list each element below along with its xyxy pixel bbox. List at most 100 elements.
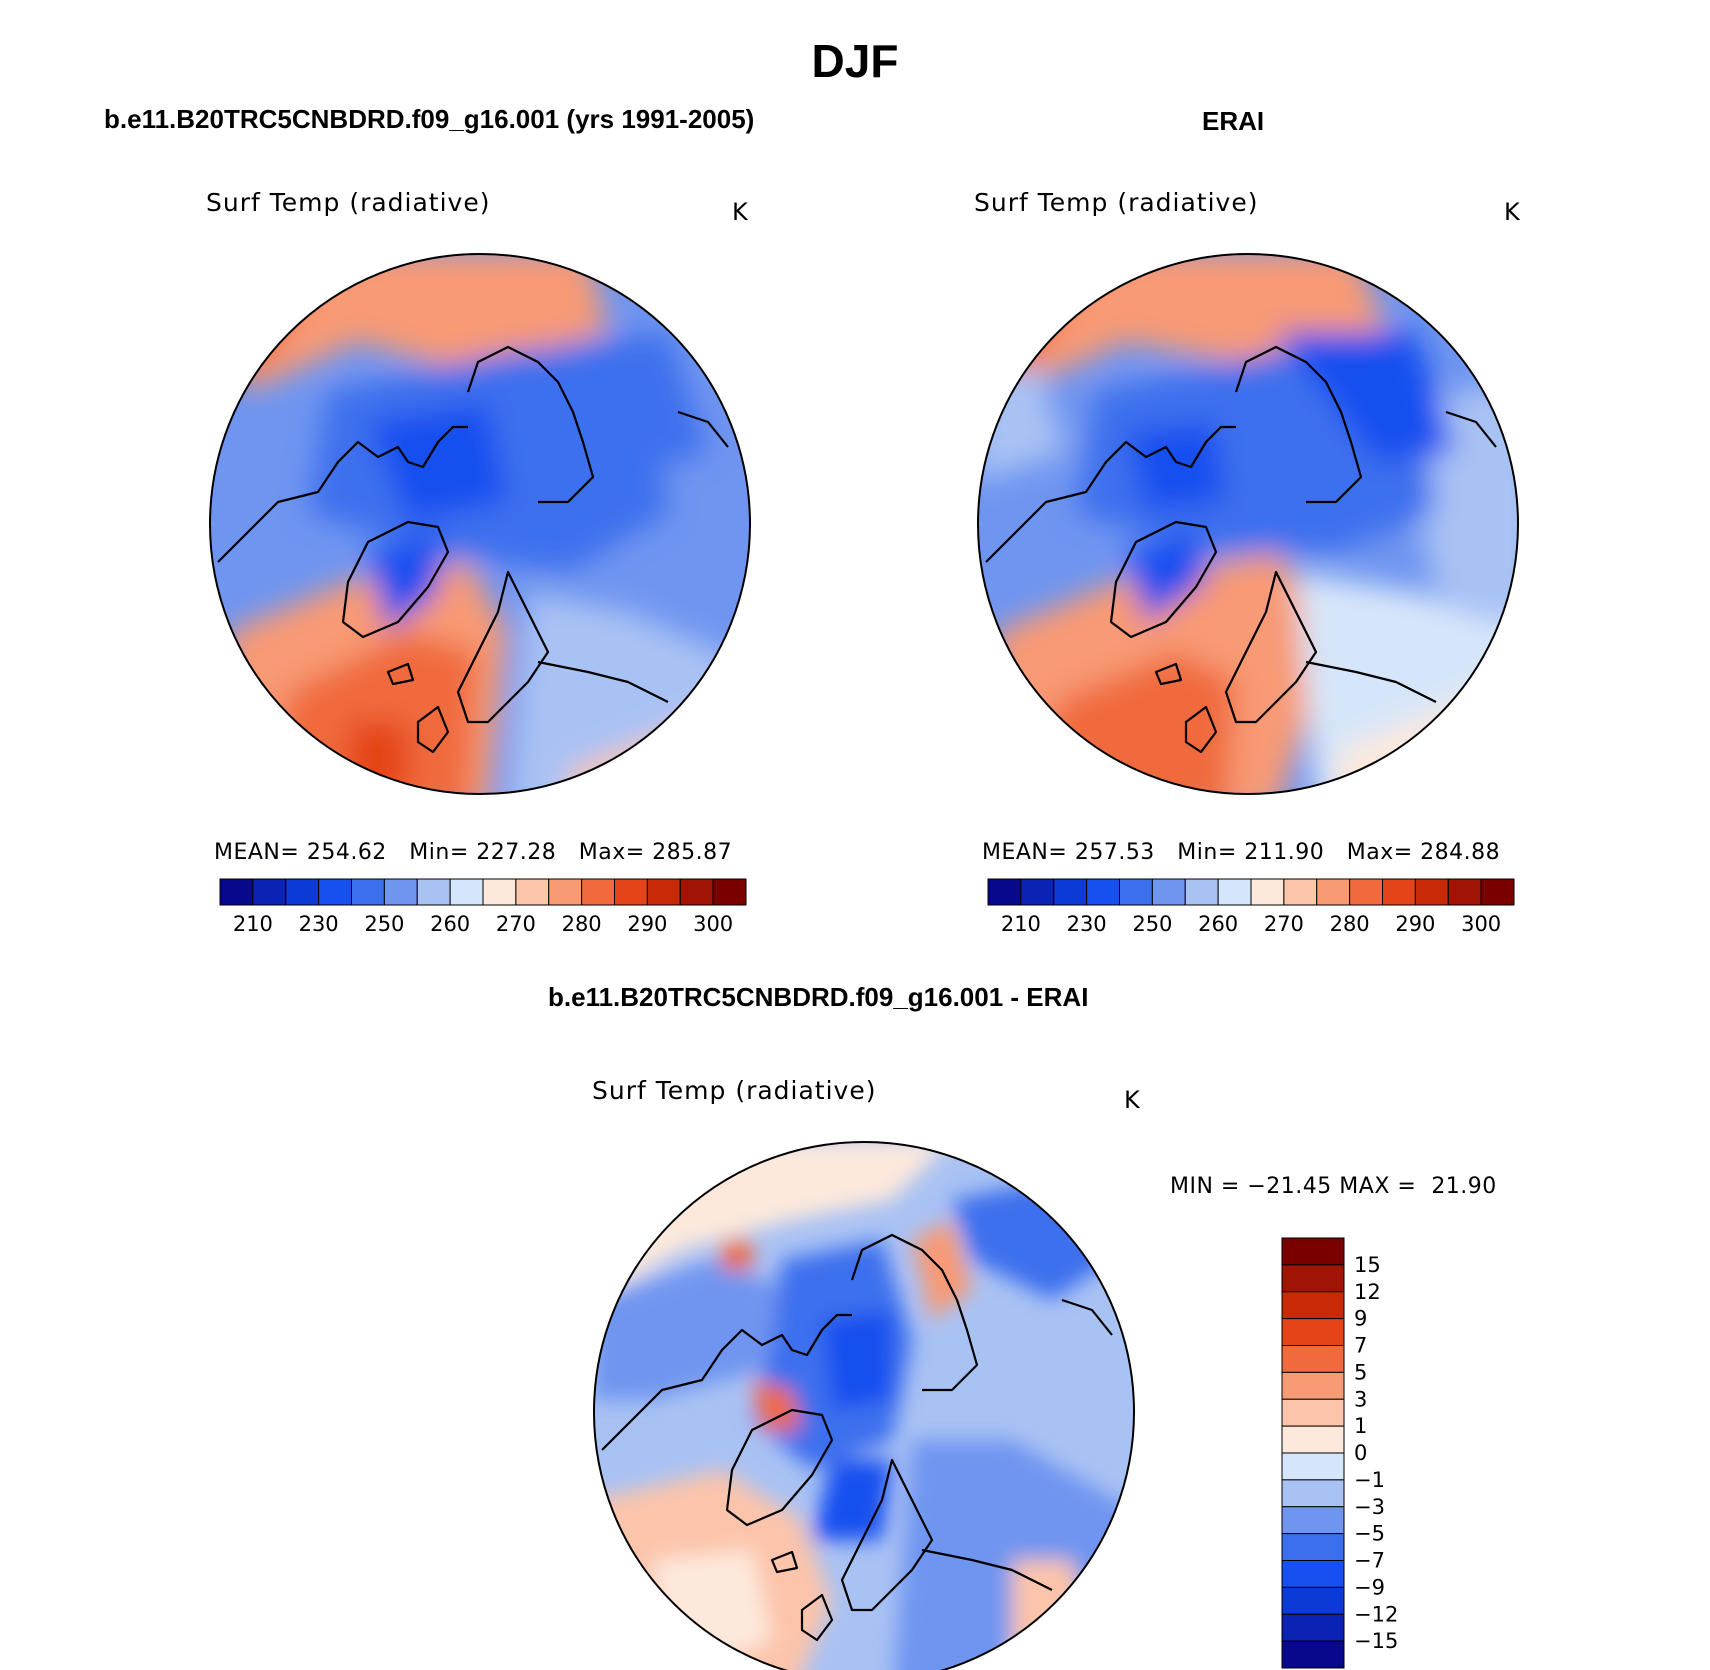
model-colorbar-box bbox=[219, 878, 254, 906]
model-colorbar-box bbox=[646, 878, 681, 906]
diff-colorbar-box bbox=[1281, 1640, 1345, 1669]
diff-colorbar-tick-label: 5 bbox=[1354, 1360, 1367, 1384]
model-min-label: Min= bbox=[409, 840, 469, 865]
diff-colorbar-box bbox=[1281, 1264, 1345, 1293]
diff-colorbar-tick-label: 12 bbox=[1354, 1280, 1381, 1304]
diff-min-value: −21.45 bbox=[1247, 1174, 1332, 1199]
erai-min-label: Min= bbox=[1177, 840, 1237, 865]
erai-units: K bbox=[1504, 198, 1520, 226]
model-mean-label: MEAN= bbox=[214, 840, 300, 865]
erai-colorbar-box bbox=[1020, 878, 1055, 906]
model-colorbar-box bbox=[252, 878, 287, 906]
erai-max-label: Max= bbox=[1346, 840, 1413, 865]
model-colorbar-tick-label: 290 bbox=[627, 912, 667, 936]
model-colorbar-tick-label: 230 bbox=[299, 912, 339, 936]
erai-colorbar-box bbox=[1151, 878, 1186, 906]
diff-coast-north-america bbox=[601, 1313, 852, 1451]
erai-colorbar-box bbox=[1184, 878, 1219, 906]
model-colorbar-box bbox=[383, 878, 418, 906]
erai-colorbar-tick-label: 250 bbox=[1132, 912, 1172, 936]
diff-coast-kamchatka bbox=[1061, 1298, 1113, 1336]
diff-colorbar-tick-label: 15 bbox=[1354, 1253, 1381, 1277]
erai-colorbar-box bbox=[1053, 878, 1088, 906]
erai-colorbar-box bbox=[1283, 878, 1318, 906]
diff-coast-britain bbox=[800, 1593, 834, 1642]
erai-polar-map bbox=[977, 253, 1519, 795]
model-colorbar-box bbox=[712, 878, 747, 906]
diff-colorbar-tick-label: −15 bbox=[1354, 1629, 1398, 1653]
diff-max-label: MAX = bbox=[1339, 1174, 1417, 1199]
model-colorbar-box bbox=[679, 878, 714, 906]
model-colorbar-box bbox=[548, 878, 583, 906]
diff-region-alaska bbox=[594, 1260, 792, 1400]
diff-colorbar-box bbox=[1281, 1560, 1345, 1588]
erai-subtitle: Surf Temp (radiative) bbox=[974, 188, 1259, 217]
diff-colorbar-box bbox=[1281, 1425, 1345, 1454]
right-panel-title: ERAI bbox=[1202, 106, 1265, 136]
diff-panel-title: b.e11.B20TRC5CNBDRD.f09_g16.001 - ERAI bbox=[548, 982, 1089, 1012]
erai-stats: MEAN= 257.53 Min= 211.90 Max= 284.88 bbox=[982, 840, 1500, 865]
erai-colorbar: 210 230 250 260 270 280 290 300 bbox=[987, 878, 1515, 936]
model-colorbar-box bbox=[416, 878, 451, 906]
diff-map-boundary bbox=[593, 1141, 1135, 1670]
erai-colorbar-tick-label: 260 bbox=[1198, 912, 1238, 936]
diff-coast-scandinavia bbox=[840, 1458, 934, 1612]
erai-min-value: 211.90 bbox=[1244, 840, 1325, 865]
erai-region-siberia bbox=[1276, 332, 1456, 462]
erai-colorbar-box bbox=[1349, 878, 1383, 906]
erai-coast-greenland bbox=[1109, 520, 1218, 639]
model-coast-europe bbox=[537, 660, 669, 703]
diff-min-label: MIN = bbox=[1170, 1174, 1240, 1199]
model-colorbar-box bbox=[318, 878, 352, 906]
diff-colorbar-tick-label: −5 bbox=[1354, 1522, 1385, 1546]
model-min-value: 227.28 bbox=[476, 840, 557, 865]
model-colorbar-tick-label: 300 bbox=[693, 912, 733, 936]
model-colorbar-tick-label: 270 bbox=[496, 912, 536, 936]
diff-coast-europe bbox=[921, 1548, 1053, 1591]
left-panel-title: b.e11.B20TRC5CNBDRD.f09_g16.001 (yrs 199… bbox=[104, 104, 755, 134]
diff-colorbar-tick-label: −1 bbox=[1354, 1468, 1385, 1492]
diff-max-value: 21.90 bbox=[1431, 1174, 1497, 1199]
diff-colorbar-box bbox=[1281, 1479, 1345, 1508]
diff-colorbar-box bbox=[1281, 1613, 1345, 1642]
model-coast-north-america bbox=[217, 425, 468, 563]
model-colorbar-box bbox=[614, 878, 648, 906]
erai-colorbar-tick-label: 290 bbox=[1395, 912, 1435, 936]
diff-colorbar-box bbox=[1281, 1452, 1345, 1481]
erai-coast-kamchatka bbox=[1445, 410, 1497, 448]
model-colorbar: 210 230 250 260 270 280 290 300 bbox=[219, 878, 747, 936]
diff-colorbar-box bbox=[1281, 1345, 1345, 1373]
model-colorbar-box bbox=[482, 878, 517, 906]
erai-colorbar-tick-label: 280 bbox=[1330, 912, 1370, 936]
figure-title: DJF bbox=[811, 35, 899, 87]
diff-colorbar-tick-label: −7 bbox=[1354, 1549, 1385, 1573]
erai-region-archipelago bbox=[1126, 422, 1226, 512]
diff-colorbar-tick-label: −9 bbox=[1354, 1575, 1385, 1599]
diff-region-arctic-core bbox=[822, 1310, 892, 1410]
diff-colorbar-box bbox=[1281, 1291, 1345, 1320]
model-colorbar-box bbox=[515, 878, 550, 906]
diff-colorbar-tick-label: −12 bbox=[1354, 1602, 1398, 1626]
erai-colorbar-box bbox=[1382, 878, 1416, 906]
erai-max-value: 284.88 bbox=[1420, 840, 1501, 865]
erai-colorbar-tick-label: 300 bbox=[1461, 912, 1501, 936]
model-mean-value: 254.62 bbox=[306, 840, 387, 865]
model-polar-map bbox=[209, 253, 751, 795]
diff-colorbar-box bbox=[1281, 1533, 1345, 1561]
erai-coast-scandinavia bbox=[1224, 570, 1318, 724]
diff-region-archipelago-warm bbox=[752, 1380, 802, 1430]
model-colorbar-tick-label: 210 bbox=[233, 912, 273, 936]
model-coast-britain bbox=[416, 705, 450, 754]
erai-coast-britain bbox=[1184, 705, 1218, 754]
erai-colorbar-tick-label: 270 bbox=[1264, 912, 1304, 936]
model-coast-siberia bbox=[466, 345, 595, 504]
erai-map-boundary bbox=[977, 253, 1519, 795]
erai-coast-iceland bbox=[1154, 662, 1183, 686]
model-colorbar-box bbox=[581, 878, 615, 906]
diff-colorbar-box bbox=[1281, 1586, 1345, 1615]
diff-colorbar-tick-label: 0 bbox=[1354, 1441, 1367, 1465]
diff-region-bering-warm bbox=[722, 1240, 752, 1270]
diff-coast-iceland bbox=[770, 1550, 799, 1574]
model-max-label: Max= bbox=[578, 840, 645, 865]
diff-colorbar: 15 12 9 75 3 1 0 −1 −3 −5 −7−9 −12 −15 bbox=[1281, 1237, 1398, 1669]
